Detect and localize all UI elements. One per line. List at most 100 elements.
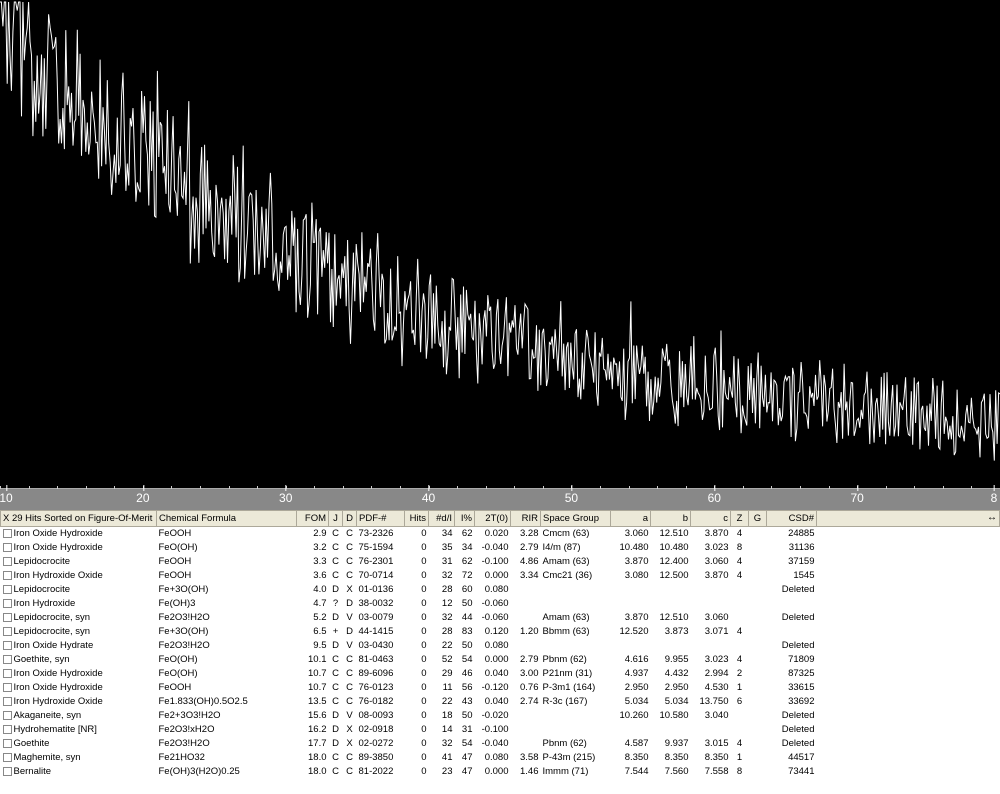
cell-fom: 10.1 xyxy=(297,653,329,667)
phase-name-cell[interactable]: Iron Oxide Hydroxide xyxy=(1,681,157,695)
row-checkbox[interactable] xyxy=(3,613,12,622)
row-checkbox[interactable] xyxy=(3,739,12,748)
col-header[interactable]: FOM xyxy=(297,511,329,527)
cell-ipct: 47 xyxy=(455,765,475,779)
row-checkbox[interactable] xyxy=(3,627,12,636)
cell-c: 3.870 xyxy=(691,569,731,583)
row-checkbox[interactable] xyxy=(3,725,12,734)
phase-name: Akaganeite, syn xyxy=(14,710,82,721)
table-row[interactable]: Goethite, synFeO(OH)10.1CC81-0463052540.… xyxy=(1,653,1000,667)
table-row[interactable]: Akaganeite, synFe2+3O3!H2O15.6DV08-00930… xyxy=(1,709,1000,723)
cell-z: 4 xyxy=(731,527,749,541)
cell-sg: R-3c (167) xyxy=(541,695,611,709)
col-header[interactable]: RIR xyxy=(511,511,541,527)
cell-rir: 4.86 xyxy=(511,555,541,569)
row-checkbox[interactable] xyxy=(3,599,12,608)
phase-name-cell[interactable]: Goethite xyxy=(1,737,157,751)
col-header[interactable]: J xyxy=(329,511,343,527)
row-checkbox[interactable] xyxy=(3,669,12,678)
table-header-row[interactable]: X 29 Hits Sorted on Figure-Of-MeritChemi… xyxy=(1,511,1000,527)
cell-a: 4.937 xyxy=(611,667,651,681)
table-row[interactable]: Iron Hydroxide OxideFeOOH3.6CC70-0714032… xyxy=(1,569,1000,583)
phase-name-cell[interactable]: Iron Hydroxide Oxide xyxy=(1,695,157,709)
col-header[interactable]: PDF-# xyxy=(357,511,405,527)
cell-rir xyxy=(511,723,541,737)
row-checkbox[interactable] xyxy=(3,543,12,552)
phase-name-cell[interactable]: Iron Oxide Hydroxide xyxy=(1,527,157,541)
cell-hits: 0 xyxy=(405,597,429,611)
table-row[interactable]: Iron Oxide HydroxideFeO(OH)3.2CC75-15940… xyxy=(1,541,1000,555)
table-row[interactable]: LepidocrociteFe+3O(OH)4.0DX01-0136028600… xyxy=(1,583,1000,597)
row-checkbox[interactable] xyxy=(3,753,12,762)
col-header[interactable]: 2T(0) xyxy=(475,511,511,527)
cell-pdf: 89-6096 xyxy=(357,667,405,681)
horizontal-scroll-icon: ↔ xyxy=(987,512,997,523)
phase-name-cell[interactable]: Iron Oxide Hydrate xyxy=(1,639,157,653)
row-checkbox[interactable] xyxy=(3,585,12,594)
phase-name-cell[interactable]: Iron Oxide Hydroxide xyxy=(1,667,157,681)
phase-name-cell[interactable]: Bernalite xyxy=(1,765,157,779)
cell-formula: FeOOH xyxy=(157,569,297,583)
phase-name-cell[interactable]: Hydrohematite [NR] xyxy=(1,723,157,737)
row-checkbox[interactable] xyxy=(3,529,12,538)
col-header[interactable]: CSD# xyxy=(767,511,817,527)
cell-csd: Deleted xyxy=(767,611,817,625)
cell-pdf: 81-0463 xyxy=(357,653,405,667)
col-header[interactable]: c xyxy=(691,511,731,527)
table-row[interactable]: LepidocrociteFeOOH3.3CC76-230103162-0.10… xyxy=(1,555,1000,569)
table-row[interactable]: Iron Hydroxide OxideFe1.833(OH)0.5O2.513… xyxy=(1,695,1000,709)
table-row[interactable]: Iron Oxide HydrateFe2O3!H2O9.5DV03-04300… xyxy=(1,639,1000,653)
table-row[interactable]: GoethiteFe2O3!H2O17.7DX02-027203254-0.04… xyxy=(1,737,1000,751)
table-row[interactable]: Maghemite, synFe21HO3218.0CC89-385004147… xyxy=(1,751,1000,765)
table-row[interactable]: Iron HydroxideFe(OH)34.7?D38-003201250-0… xyxy=(1,597,1000,611)
cell-c xyxy=(691,639,731,653)
col-header[interactable]: D xyxy=(343,511,357,527)
col-header[interactable]: Chemical Formula xyxy=(157,511,297,527)
table-row[interactable]: Hydrohematite [NR]Fe2O3!xH2O16.2DX02-091… xyxy=(1,723,1000,737)
col-header[interactable]: G xyxy=(749,511,767,527)
cell-j: C xyxy=(329,555,343,569)
cell-formula: FeOOH xyxy=(157,555,297,569)
cell-c: 2.994 xyxy=(691,667,731,681)
table-row[interactable]: Iron Oxide HydroxideFeOOH2.9CC73-2326034… xyxy=(1,527,1000,541)
phase-name-cell[interactable]: Akaganeite, syn xyxy=(1,709,157,723)
cell-tt: 0.000 xyxy=(475,765,511,779)
table-row[interactable]: BernaliteFe(OH)3(H2O)0.2518.0CC81-202202… xyxy=(1,765,1000,779)
table-row[interactable]: Iron Oxide HydroxideFeOOH10.7CC76-012301… xyxy=(1,681,1000,695)
row-checkbox[interactable] xyxy=(3,557,12,566)
col-header[interactable]: a xyxy=(611,511,651,527)
table-row[interactable]: Iron Oxide HydroxideFeO(OH)10.7CC89-6096… xyxy=(1,667,1000,681)
row-checkbox[interactable] xyxy=(3,711,12,720)
row-checkbox[interactable] xyxy=(3,683,12,692)
row-checkbox[interactable] xyxy=(3,655,12,664)
col-header[interactable]: Space Group xyxy=(541,511,611,527)
cell-j: D xyxy=(329,737,343,751)
table-row[interactable]: Lepidocrocite, synFe2O3!H2O5.2DV03-00790… xyxy=(1,611,1000,625)
col-header[interactable]: Z xyxy=(731,511,749,527)
phase-name-cell[interactable]: Goethite, syn xyxy=(1,653,157,667)
col-header[interactable]: I% xyxy=(455,511,475,527)
row-checkbox[interactable] xyxy=(3,571,12,580)
row-checkbox[interactable] xyxy=(3,641,12,650)
cell-j: D xyxy=(329,723,343,737)
phase-name-cell[interactable]: Lepidocrocite xyxy=(1,583,157,597)
phase-name-cell[interactable]: Maghemite, syn xyxy=(1,751,157,765)
header-title[interactable]: X 29 Hits Sorted on Figure-Of-Merit xyxy=(1,511,157,527)
row-checkbox[interactable] xyxy=(3,767,12,776)
cell-a: 7.544 xyxy=(611,765,651,779)
table-row[interactable]: Lepidocrocite, synFe+3O(OH)6.5+D44-14150… xyxy=(1,625,1000,639)
cell-csd: 44517 xyxy=(767,751,817,765)
phase-name-cell[interactable]: Iron Hydroxide xyxy=(1,597,157,611)
phase-name-cell[interactable]: Lepidocrocite, syn xyxy=(1,611,157,625)
col-header[interactable]: #d/I xyxy=(429,511,455,527)
scroll-indicator-header[interactable]: ↔ xyxy=(817,511,1000,527)
row-checkbox[interactable] xyxy=(3,697,12,706)
cell-b: 12.510 xyxy=(651,611,691,625)
phase-name-cell[interactable]: Iron Oxide Hydroxide xyxy=(1,541,157,555)
col-header[interactable]: Hits xyxy=(405,511,429,527)
cell-b: 10.580 xyxy=(651,709,691,723)
phase-name-cell[interactable]: Lepidocrocite, syn xyxy=(1,625,157,639)
phase-name-cell[interactable]: Iron Hydroxide Oxide xyxy=(1,569,157,583)
phase-name-cell[interactable]: Lepidocrocite xyxy=(1,555,157,569)
col-header[interactable]: b xyxy=(651,511,691,527)
